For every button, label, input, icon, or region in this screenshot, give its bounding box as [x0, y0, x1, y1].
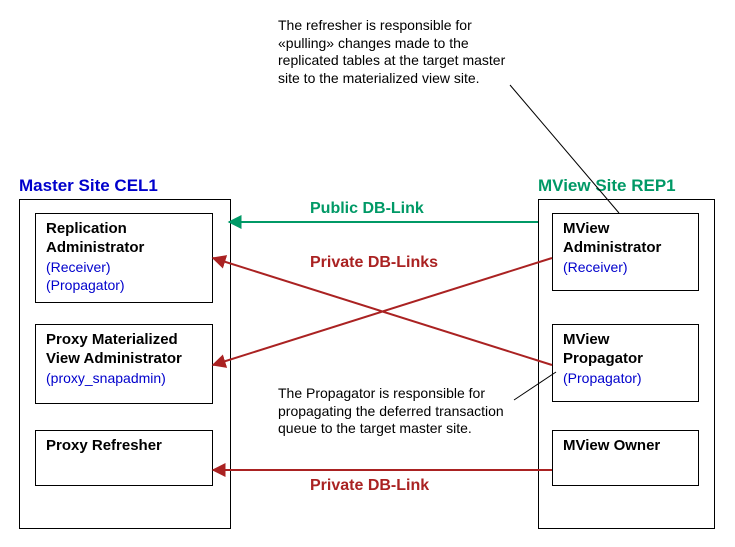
- node-proxy-refresher: Proxy Refresher: [35, 430, 213, 486]
- node-replication-administrator: Replication Administrator (Receiver) (Pr…: [35, 213, 213, 303]
- node-title: Proxy Materialized View Administrator: [46, 331, 202, 369]
- node-mview-propagator: MView Propagator (Propagator): [552, 324, 699, 402]
- node-mview-administrator: MView Administrator (Receiver): [552, 213, 699, 291]
- note-propagator: The Propagator is responsible for propag…: [278, 385, 524, 438]
- node-proxy-mview-administrator: Proxy Materialized View Administrator (p…: [35, 324, 213, 404]
- label-private-db-links: Private DB-Links: [310, 254, 438, 272]
- label-private-db-link: Private DB-Link: [310, 477, 429, 495]
- diagram-canvas: The refresher is responsible for «pullin…: [0, 0, 735, 547]
- node-title: MView Administrator: [563, 220, 688, 258]
- node-title: MView Owner: [563, 437, 688, 456]
- node-role: (Propagator): [46, 276, 202, 295]
- node-role: (Receiver): [563, 258, 688, 277]
- note-refresher: The refresher is responsible for «pullin…: [278, 17, 524, 87]
- master-site-title: Master Site CEL1: [19, 176, 158, 196]
- node-title: MView Propagator: [563, 331, 688, 369]
- node-role: (proxy_snapadmin): [46, 369, 202, 388]
- node-role: (Propagator): [563, 369, 688, 388]
- node-title: Replication Administrator: [46, 220, 202, 258]
- arrow-private-admin-to-proxy: [213, 258, 552, 365]
- node-mview-owner: MView Owner: [552, 430, 699, 486]
- node-title: Proxy Refresher: [46, 437, 202, 456]
- node-role: (Receiver): [46, 258, 202, 277]
- label-public-db-link: Public DB-Link: [310, 200, 424, 218]
- arrow-private-propagator-to-repladmin: [213, 258, 552, 365]
- mview-site-title: MView Site REP1: [538, 176, 676, 196]
